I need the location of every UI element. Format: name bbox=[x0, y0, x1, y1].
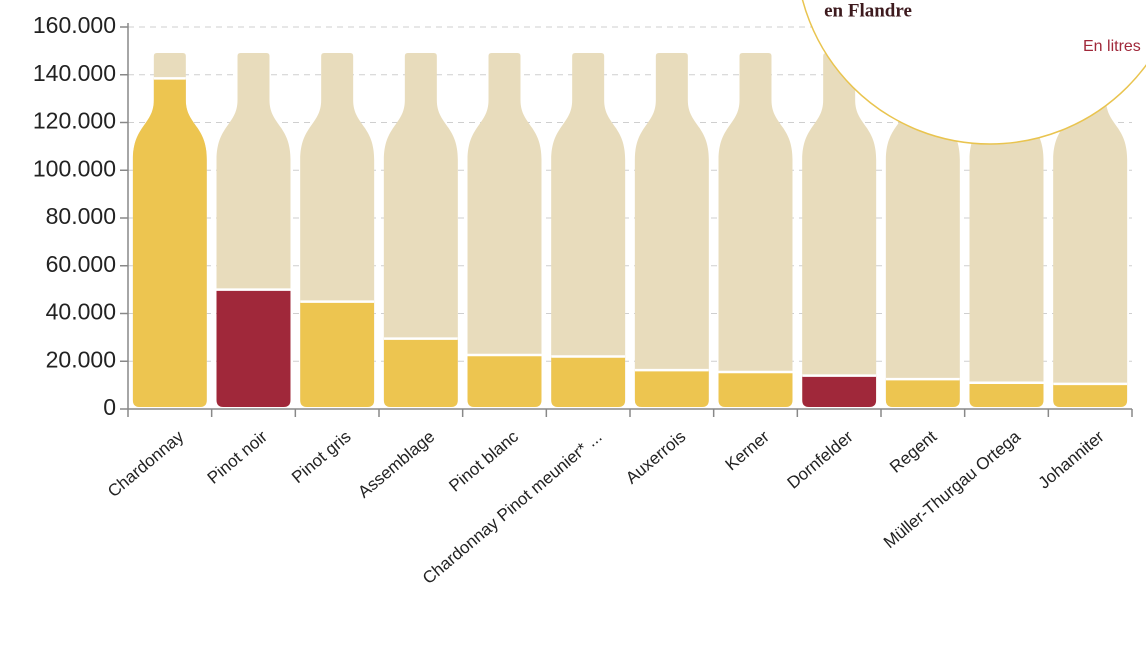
bar bbox=[634, 370, 709, 407]
x-tick-label: Regent bbox=[886, 427, 940, 477]
x-tick-label: Pinot noir bbox=[204, 427, 271, 488]
y-tick-label: 140.000 bbox=[33, 60, 116, 86]
bottle-fill bbox=[551, 355, 626, 407]
bottle bbox=[802, 53, 877, 407]
bottle-fill bbox=[718, 370, 793, 407]
bottle bbox=[1053, 53, 1128, 407]
bar bbox=[885, 379, 960, 407]
x-tick-label: Müller-Thurgau Ortega bbox=[880, 427, 1024, 552]
bar bbox=[132, 78, 207, 407]
bar bbox=[383, 338, 458, 407]
x-tick-label: Dornfelder bbox=[784, 427, 857, 493]
x-tick-label: Pinot gris bbox=[288, 427, 355, 487]
bottle bbox=[885, 53, 960, 407]
bar bbox=[1053, 383, 1128, 407]
x-tick-label: Chardonnay bbox=[104, 427, 188, 501]
bottle-fill bbox=[885, 377, 960, 407]
bottle bbox=[551, 53, 626, 407]
bottle-fill bbox=[467, 353, 542, 407]
chart-title: en Flandre bbox=[824, 0, 912, 21]
bar bbox=[300, 301, 375, 407]
x-tick-label: Kerner bbox=[722, 427, 774, 475]
title-badge bbox=[801, 0, 1146, 145]
y-tick-label: 120.000 bbox=[33, 108, 116, 134]
y-tick-label: 40.000 bbox=[46, 299, 116, 325]
bottle-fill bbox=[216, 288, 291, 407]
bar bbox=[467, 355, 542, 407]
bottle bbox=[467, 53, 542, 407]
bottle-fill bbox=[634, 368, 709, 407]
bottle bbox=[718, 53, 793, 407]
bottle-fill bbox=[132, 77, 207, 407]
bar bbox=[969, 382, 1044, 407]
y-tick-label: 60.000 bbox=[46, 251, 116, 277]
bottle bbox=[634, 53, 709, 407]
bottle-fill bbox=[969, 381, 1044, 407]
bar bbox=[718, 371, 793, 407]
bottle-fill bbox=[1053, 382, 1128, 407]
bottle bbox=[383, 53, 458, 407]
x-tick-label: Chardonnay Pinot meunier* ... bbox=[419, 427, 606, 588]
x-tick-label: Pinot blanc bbox=[445, 427, 522, 496]
x-tick-label: Assemblage bbox=[354, 427, 438, 502]
bottle-fill bbox=[802, 374, 877, 407]
bottle-fill bbox=[300, 300, 375, 407]
y-tick-label: 80.000 bbox=[46, 203, 116, 229]
unit-label: En litres bbox=[1083, 38, 1141, 55]
y-tick-label: 0 bbox=[103, 394, 116, 420]
x-tick-label: Johanniter bbox=[1035, 427, 1108, 493]
y-tick-label: 20.000 bbox=[46, 346, 116, 372]
y-tick-label: 160.000 bbox=[33, 12, 116, 38]
x-tick-label: Auxerrois bbox=[622, 427, 689, 488]
bar bbox=[551, 356, 626, 407]
bar bbox=[802, 375, 877, 407]
y-tick-label: 100.000 bbox=[33, 155, 116, 181]
bottle-fill bbox=[383, 337, 458, 407]
bar bbox=[216, 289, 291, 407]
